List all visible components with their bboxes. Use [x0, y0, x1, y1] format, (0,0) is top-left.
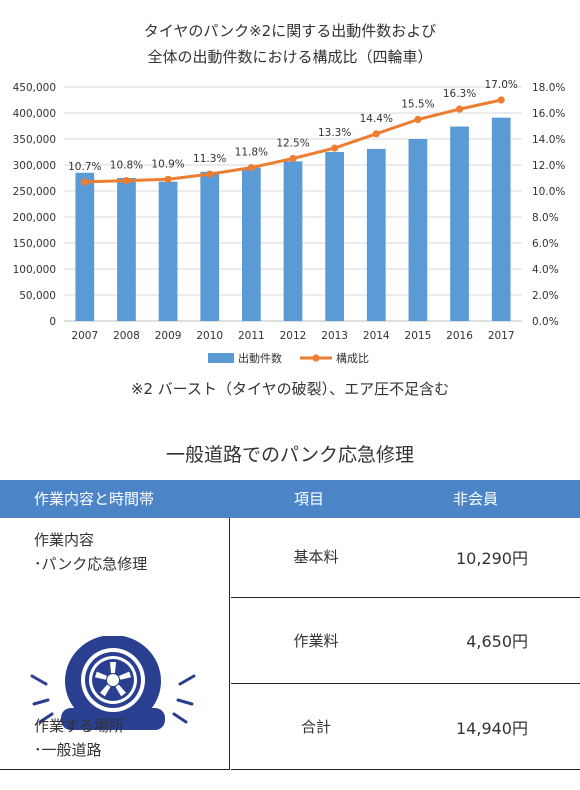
- data-label: 11.8%: [235, 147, 268, 159]
- line-point: [414, 115, 422, 124]
- bar: [117, 178, 136, 321]
- header-item: 項目: [294, 490, 325, 508]
- bar: [325, 152, 345, 321]
- right-axis-tick-label: 10.0%: [532, 186, 565, 198]
- header-work-content: 作業内容と時間帯: [34, 490, 155, 508]
- chart: タイヤのパンク※2に関する出動件数および 全体の出動件数における構成比（四輪車）…: [13, 22, 566, 365]
- line-point: [122, 177, 131, 185]
- row-price: 10,290円: [456, 549, 528, 568]
- flat-tire-icon: [30, 636, 196, 730]
- x-axis-tick-label: 2007: [71, 330, 98, 342]
- data-label: 15.5%: [401, 99, 434, 111]
- line-point: [247, 164, 255, 172]
- right-axis-tick-label: 8.0%: [532, 212, 559, 224]
- bar: [200, 171, 220, 321]
- chart-panel: タイヤのパンク※2に関する出動件数および 全体の出動件数における構成比（四輪車）…: [12, 22, 566, 398]
- x-axis-tick-label: 2015: [405, 330, 432, 342]
- bar: [75, 172, 95, 321]
- left-axis-tick-label: 0: [49, 316, 56, 328]
- bar: [241, 167, 261, 321]
- table-row: 作業料 4,650円: [231, 598, 580, 684]
- row-item: 作業料: [293, 632, 339, 650]
- line-point: [81, 178, 89, 186]
- data-label: 13.3%: [318, 127, 351, 139]
- table-header: 作業内容と時間帯 項目 非会員: [0, 480, 580, 518]
- left-axis-tick-label: 400,000: [13, 108, 56, 120]
- right-axis-tick-label: 2.0%: [532, 290, 559, 302]
- legend-label-line: 構成比: [336, 352, 369, 365]
- work-location-label: 作業する場所: [34, 717, 125, 735]
- data-label: 10.8%: [110, 160, 143, 172]
- data-label: 16.3%: [443, 88, 476, 100]
- row-item: 基本料: [293, 548, 339, 566]
- left-axis-tick-label: 100,000: [13, 264, 56, 276]
- row-item: 合計: [300, 718, 331, 736]
- data-label: 17.0%: [485, 79, 518, 91]
- legend-marker-line: [312, 354, 320, 362]
- line-point: [372, 130, 380, 138]
- data-label: 11.3%: [193, 153, 226, 165]
- right-axis-tick-label: 4.0%: [532, 264, 559, 276]
- chart-footnote: ※2 バースト（タイヤの破裂）、エア圧不足含む: [130, 380, 450, 398]
- x-axis-tick-label: 2008: [113, 330, 140, 342]
- bar: [450, 126, 469, 322]
- chart-title-line1: タイヤのパンク※2に関する出動件数および: [144, 22, 436, 40]
- work-location-value: ･一般道路: [34, 741, 102, 759]
- left-axis-tick-label: 200,000: [13, 212, 56, 224]
- work-description-cell: 作業内容 ･パンク応急修理 作業する場所 ･一般道路: [0, 518, 230, 770]
- right-axis-tick-label: 14.0%: [532, 134, 565, 146]
- x-axis-tick-label: 2014: [363, 330, 390, 342]
- bar: [158, 181, 178, 321]
- right-axis-tick-label: 16.0%: [532, 108, 565, 120]
- line-point: [289, 154, 297, 163]
- data-label: 14.4%: [360, 113, 393, 125]
- table-row: 基本料 10,290円: [231, 518, 580, 598]
- right-axis-tick-label: 12.0%: [532, 160, 565, 172]
- left-axis-tick-label: 50,000: [19, 290, 56, 302]
- bar: [366, 148, 386, 321]
- line-point: [206, 170, 214, 178]
- x-axis-tick-label: 2016: [446, 330, 473, 342]
- x-axis-tick-label: 2009: [155, 330, 182, 342]
- data-label: 10.7%: [68, 161, 101, 173]
- table-row: 合計 14,940円: [231, 684, 580, 770]
- left-axis-tick-label: 150,000: [13, 238, 56, 250]
- header-non-member: 非会員: [453, 490, 499, 508]
- line-point: [164, 175, 172, 183]
- right-axis-tick-label: 18.0%: [532, 82, 565, 94]
- line-point: [331, 144, 339, 152]
- line-point: [497, 96, 505, 104]
- bar: [408, 139, 428, 321]
- right-axis-tick-label: 0.0%: [532, 316, 559, 328]
- bar: [283, 161, 303, 321]
- left-axis-tick-label: 450,000: [13, 82, 56, 94]
- x-axis-tick-label: 2011: [238, 330, 265, 342]
- data-label: 12.5%: [276, 138, 309, 150]
- left-axis-tick-label: 350,000: [13, 134, 56, 146]
- right-axis-tick-label: 6.0%: [532, 238, 559, 250]
- x-axis-tick-label: 2017: [488, 330, 515, 342]
- row-price: 14,940円: [456, 719, 528, 738]
- left-axis-tick-label: 250,000: [13, 186, 56, 198]
- x-axis-tick-label: 2012: [280, 330, 307, 342]
- line-point: [455, 105, 464, 113]
- work-content-label: 作業内容: [34, 531, 95, 549]
- section-title: 一般道路でのパンク応急修理: [166, 444, 414, 466]
- chart-title-line2: 全体の出動件数における構成比（四輪車）: [147, 48, 432, 66]
- left-axis-tick-label: 300,000: [13, 160, 56, 172]
- data-label: 10.9%: [151, 158, 184, 170]
- price-table: 作業内容と時間帯 項目 非会員 作業内容 ･パンク応急修理 作業する場所: [0, 480, 580, 770]
- bar: [491, 117, 511, 322]
- legend-label-bar: 出動件数: [238, 351, 282, 365]
- x-axis-tick-label: 2010: [196, 330, 223, 342]
- x-axis-tick-label: 2013: [321, 330, 348, 342]
- row-price: 4,650円: [466, 632, 528, 651]
- legend-swatch-bar: [208, 353, 234, 363]
- work-content-value: ･パンク応急修理: [34, 555, 148, 573]
